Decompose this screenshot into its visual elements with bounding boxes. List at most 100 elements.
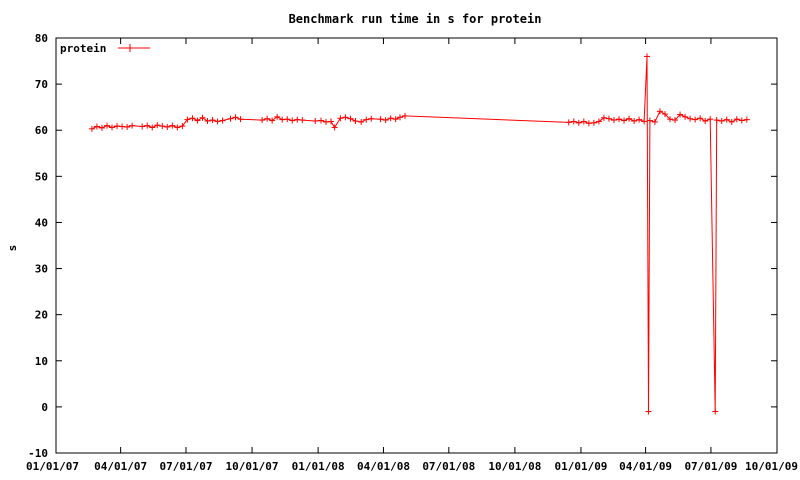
data-point	[387, 115, 394, 122]
data-point	[154, 122, 161, 129]
data-point	[702, 118, 709, 124]
data-point	[656, 108, 663, 115]
data-point	[219, 117, 226, 124]
data-point	[733, 116, 740, 123]
data-point	[575, 119, 582, 126]
data-point	[227, 115, 234, 122]
data-point	[294, 116, 301, 123]
data-point	[103, 122, 110, 129]
data-point	[723, 116, 730, 123]
data-point	[738, 117, 745, 124]
data-point	[317, 117, 324, 124]
data-point	[580, 118, 587, 125]
data-point	[610, 117, 617, 124]
data-point	[214, 118, 221, 125]
axes: -10 0 10 20 30 40 50 60 70 80 01/01/07 04/01/07 07/0…	[26, 32, 798, 473]
y-tick-label: 30	[35, 263, 48, 276]
data-point	[646, 117, 653, 124]
x-tick-label: 04/01/08	[357, 460, 410, 473]
data-point	[159, 123, 166, 130]
chart-title: Benchmark run time in s for protein	[289, 12, 542, 26]
data-point	[363, 116, 370, 123]
legend: protein	[60, 42, 150, 55]
data-point	[199, 114, 206, 121]
data-point	[392, 116, 399, 123]
x-tick-label: 01/01/07	[26, 460, 79, 473]
legend-label-protein: protein	[60, 42, 106, 55]
data-point	[284, 116, 291, 123]
data-point	[644, 53, 651, 60]
data-point	[651, 118, 658, 125]
data-point	[565, 119, 572, 126]
data-point	[636, 116, 643, 123]
data-point	[707, 116, 714, 123]
data-point	[179, 123, 186, 130]
y-tick-label: 80	[35, 32, 48, 45]
data-point	[641, 118, 648, 125]
x-tick-label: 01/01/09	[554, 460, 607, 473]
data-point	[98, 124, 105, 131]
data-point	[184, 116, 191, 123]
data-point	[209, 117, 216, 124]
y-axis-label: s	[6, 245, 19, 252]
data-point	[189, 115, 196, 122]
y-tick-label: 10	[35, 355, 48, 368]
data-point	[718, 118, 725, 124]
data-point	[626, 115, 633, 122]
data-point	[164, 123, 171, 130]
x-tick-label: 01/01/08	[292, 460, 345, 473]
data-point	[109, 124, 116, 131]
data-point	[264, 115, 271, 122]
data-point	[204, 118, 211, 124]
data-point	[621, 117, 628, 124]
data-point	[645, 408, 652, 415]
data-point	[331, 124, 338, 131]
x-tick-label: 07/01/08	[422, 460, 475, 473]
data-point	[323, 118, 330, 125]
data-point	[728, 118, 735, 125]
data-point	[114, 123, 121, 130]
data-point	[570, 118, 577, 125]
data-point	[396, 114, 403, 121]
x-tick-label: 04/01/07	[94, 460, 147, 473]
data-point	[352, 118, 359, 124]
data-point	[631, 118, 638, 124]
data-point	[169, 122, 176, 129]
data-point	[149, 124, 156, 131]
x-tick-label: 10/01/09	[745, 460, 798, 473]
x-tick-label: 10/01/08	[488, 460, 541, 473]
data-point	[743, 116, 750, 123]
data-point	[595, 118, 602, 125]
series-line	[91, 56, 747, 412]
data-point	[93, 123, 100, 130]
x-tick-label: 10/01/07	[226, 460, 279, 473]
data-point	[600, 114, 607, 121]
plot-frame	[55, 37, 778, 454]
data-point	[119, 123, 126, 130]
y-tick-label: 40	[35, 216, 48, 229]
data-point	[194, 117, 201, 124]
data-point	[299, 117, 306, 124]
y-tick-label: 20	[35, 309, 48, 322]
data-point	[692, 116, 699, 123]
data-point	[616, 116, 623, 123]
data-point	[382, 117, 389, 124]
x-tick-label: 07/01/07	[159, 460, 212, 473]
data-point	[237, 116, 244, 123]
data-point	[88, 125, 95, 132]
data-point	[289, 117, 296, 124]
data-point	[342, 114, 349, 121]
series-protein	[88, 53, 750, 415]
data-point	[712, 408, 719, 415]
data-point	[697, 115, 704, 122]
data-point	[139, 123, 146, 130]
y-tick-label: 50	[35, 170, 48, 183]
data-point	[682, 113, 689, 120]
data-point	[337, 115, 344, 122]
data-point	[232, 114, 239, 121]
data-point	[605, 115, 612, 122]
data-point	[129, 122, 136, 129]
x-tick-label: 07/01/09	[684, 460, 737, 473]
data-point	[368, 115, 375, 122]
